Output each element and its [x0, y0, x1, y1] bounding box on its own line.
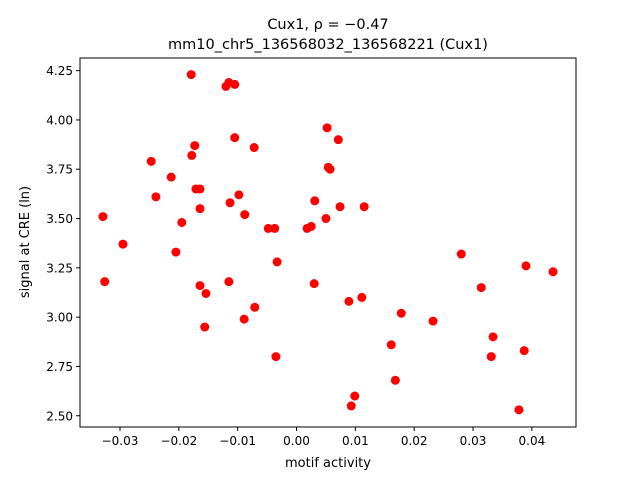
data-point [321, 214, 331, 224]
data-point [195, 204, 205, 214]
data-point [146, 156, 156, 166]
x-tick-label: 0.02 [401, 434, 428, 448]
data-point [486, 352, 496, 362]
x-tick-label: −0.02 [160, 434, 197, 448]
data-point [519, 346, 529, 356]
data-point [325, 164, 335, 174]
data-point [166, 172, 176, 182]
data-point [187, 150, 197, 160]
data-point [100, 277, 110, 287]
y-tick-label: 3.25 [46, 261, 73, 275]
data-point [309, 279, 319, 289]
data-point [346, 401, 356, 411]
chart-title: Cux1, ρ = −0.47 [267, 17, 388, 33]
data-point [344, 296, 354, 306]
data-point [548, 267, 558, 277]
data-point [200, 322, 210, 332]
data-point [270, 223, 280, 233]
data-point [250, 302, 260, 312]
data-point [190, 141, 200, 151]
y-tick-label: 2.75 [46, 360, 73, 374]
data-point [118, 239, 128, 249]
data-point [195, 184, 205, 194]
x-tick-label: −0.01 [219, 434, 256, 448]
data-point [322, 123, 332, 133]
y-tick-label: 4.25 [46, 64, 73, 78]
data-point [514, 405, 524, 415]
data-point [186, 70, 196, 80]
x-tick-label: −0.03 [102, 434, 139, 448]
data-point [386, 340, 396, 350]
y-tick-label: 4.00 [46, 113, 73, 127]
x-tick-label: 0.04 [519, 434, 546, 448]
data-point [396, 308, 406, 318]
data-point [151, 192, 161, 202]
y-axis-label: signal at CRE (ln) [18, 186, 33, 298]
data-point [225, 198, 235, 208]
data-point [230, 79, 240, 89]
data-point [390, 375, 400, 385]
x-tick-label: 0.01 [342, 434, 369, 448]
data-point [272, 257, 282, 267]
y-tick-label: 3.75 [46, 163, 73, 177]
y-axis: 2.50 2.75 3.00 3.25 3.50 3.75 4.00 4.25 [46, 64, 80, 423]
data-point [177, 217, 187, 227]
data-point [240, 210, 250, 220]
data-point [234, 190, 244, 200]
data-point [201, 288, 211, 298]
data-point [263, 223, 273, 233]
y-tick-label: 2.50 [46, 409, 73, 423]
x-tick-label: 0.03 [460, 434, 487, 448]
data-point [230, 133, 240, 143]
data-point [359, 202, 369, 212]
y-tick-label: 3.50 [46, 212, 73, 226]
data-point [195, 281, 205, 291]
data-point [310, 196, 320, 206]
data-point [357, 292, 367, 302]
axes-frame [79, 57, 577, 428]
data-point [171, 247, 181, 257]
data-point [271, 352, 281, 362]
data-point [456, 249, 466, 259]
data-point [335, 202, 345, 212]
data-point [239, 314, 249, 324]
chart-subtitle: mm10_chr5_136568032_136568221 (Cux1) [168, 37, 488, 53]
x-axis-label: motif activity [285, 456, 371, 471]
y-tick-label: 3.00 [46, 311, 73, 325]
data-point [333, 135, 343, 145]
data-point [350, 391, 360, 401]
x-tick-label: 0.00 [283, 434, 310, 448]
data-point [428, 316, 438, 326]
data-points [98, 70, 558, 415]
data-point [249, 143, 259, 153]
data-point [476, 283, 486, 293]
data-point [306, 221, 316, 231]
data-point [488, 332, 498, 342]
data-point [98, 212, 108, 222]
data-point [224, 277, 234, 287]
data-point [521, 261, 531, 271]
x-axis: −0.03 −0.02 −0.01 0.00 0.01 0.02 0.03 0.04 [102, 427, 546, 448]
